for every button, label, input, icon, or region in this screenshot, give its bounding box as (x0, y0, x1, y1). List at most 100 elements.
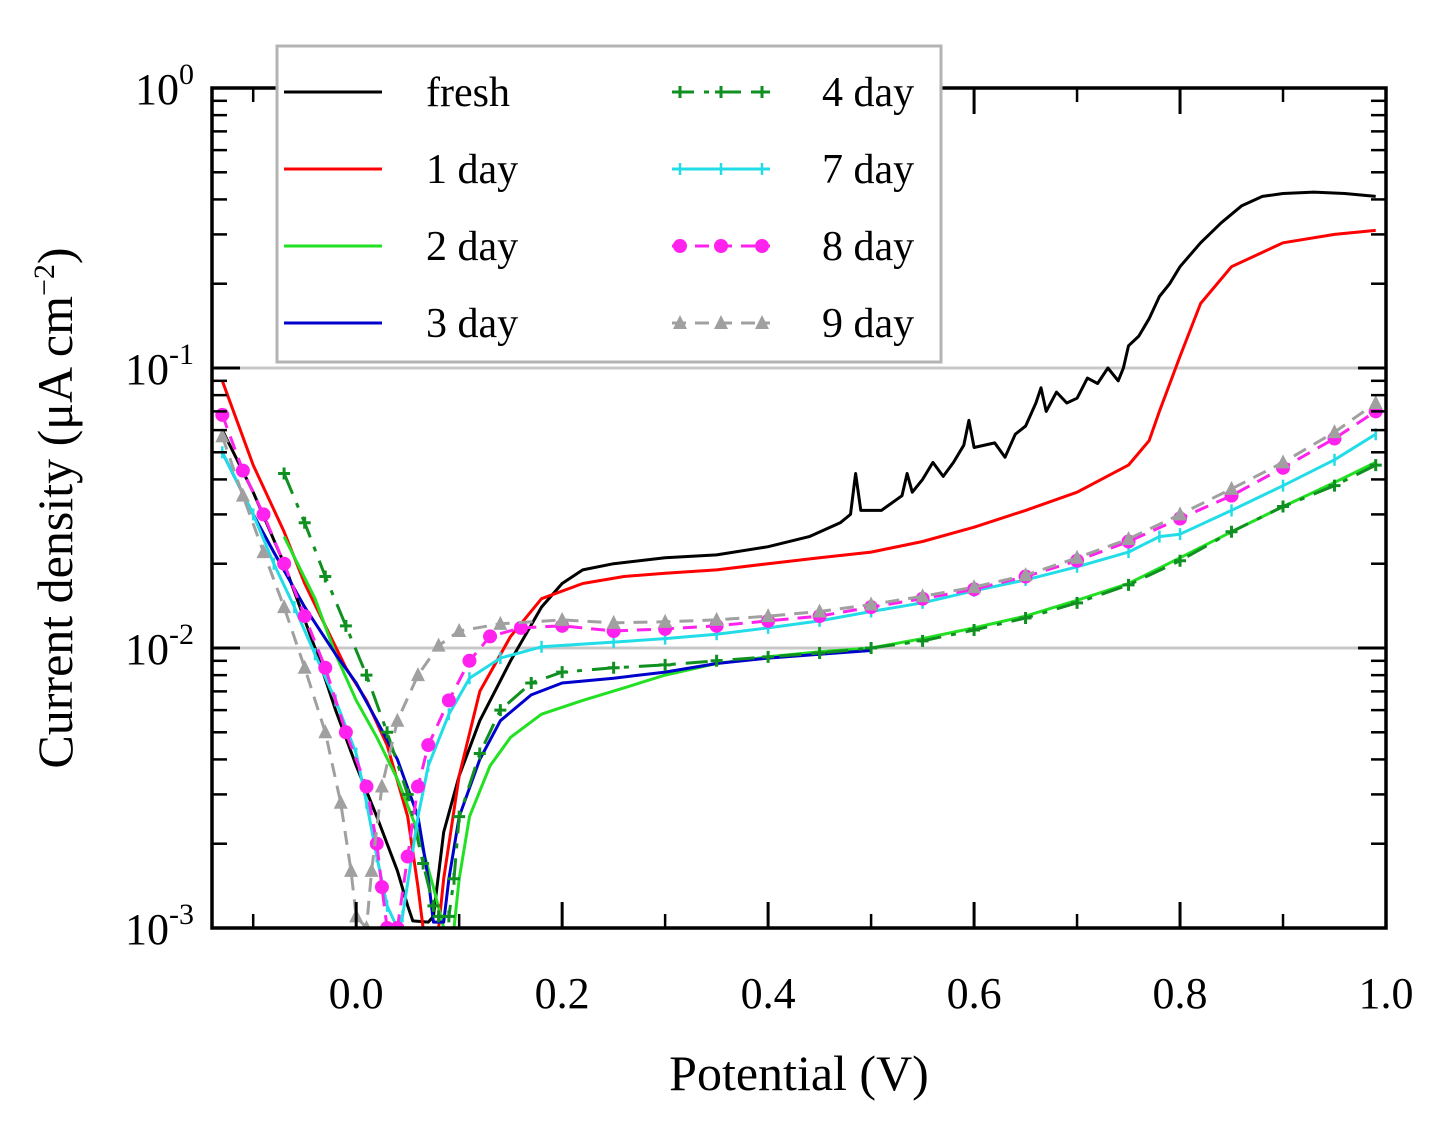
data-point (1368, 394, 1383, 409)
data-point (318, 660, 333, 675)
series-3-day (220, 451, 872, 924)
data-point (235, 463, 250, 478)
y-tick-label: 10-3 (125, 898, 194, 954)
data-point (755, 239, 769, 253)
data-point (410, 779, 425, 794)
data-point (339, 619, 352, 632)
x-tick-label: 0.6 (947, 969, 1002, 1018)
x-tick-label: 0.2 (535, 969, 590, 1018)
data-point (431, 637, 446, 652)
data-point (674, 86, 686, 98)
data-point (319, 570, 332, 583)
data-point (215, 407, 230, 422)
data-point (493, 615, 508, 630)
legend-label: 7 day (822, 147, 914, 193)
data-point (714, 239, 728, 253)
data-point (410, 667, 425, 682)
data-point (338, 725, 353, 740)
data-point (362, 920, 371, 928)
y-axis-title: Current density (μA cm−2) (27, 247, 83, 768)
data-point (555, 611, 570, 626)
legend-item-9-day: 9 day (672, 301, 914, 347)
data-point (1121, 531, 1136, 546)
data-point (417, 857, 430, 870)
y-tick-base: 10 (135, 65, 179, 114)
y-tick-exp: -2 (169, 618, 194, 651)
data-point (215, 428, 230, 443)
data-point (462, 653, 477, 668)
legend-label: fresh (426, 70, 510, 116)
data-point (333, 794, 348, 809)
data-point (297, 609, 312, 624)
data-point (916, 634, 929, 647)
series-line-3-day (220, 451, 872, 924)
data-point (277, 556, 292, 571)
legend-item-7-day: 7 day (672, 147, 914, 193)
data-point (1277, 500, 1290, 513)
data-point (762, 650, 775, 663)
data-point (441, 693, 456, 708)
data-point (755, 315, 769, 329)
data-point (1070, 549, 1085, 564)
x-tick-label: 0.0 (329, 969, 384, 1018)
data-point (606, 614, 621, 629)
data-point (1276, 454, 1291, 469)
data-point (658, 613, 673, 628)
data-point (864, 596, 879, 611)
data-point (673, 315, 687, 329)
data-point (556, 666, 569, 679)
data-point (427, 899, 440, 912)
data-point (1019, 611, 1032, 624)
series-4-day (278, 459, 1382, 923)
grid (212, 366, 1386, 650)
data-point (452, 623, 467, 638)
legend-item-8-day: 8 day (672, 224, 914, 270)
data-point (915, 588, 930, 603)
y-tick-base: 10 (125, 905, 169, 954)
data-point (390, 712, 405, 727)
data-point (483, 629, 498, 644)
data-point (1369, 459, 1382, 472)
data-point (344, 862, 359, 877)
data-point (374, 778, 389, 793)
data-point (381, 726, 394, 739)
data-point (494, 704, 507, 717)
data-point (968, 623, 981, 636)
data-point (421, 738, 436, 753)
x-axis-title: Potential (V) (669, 1045, 929, 1101)
legend-item-4-day: 4 day (672, 70, 914, 116)
legend: fresh 1 day 2 day 3 day 4 day 7 day 8 day 9 day (275, 44, 943, 364)
data-point (369, 836, 384, 851)
legend-item-2-day: 2 day (284, 224, 518, 270)
data-point (473, 747, 486, 760)
data-point (432, 910, 445, 923)
series-fresh (220, 190, 1376, 924)
data-point (1018, 567, 1033, 582)
data-point (1327, 424, 1342, 439)
y-axis-title-main: Current density (μA cm (27, 296, 83, 769)
data-point (374, 880, 389, 895)
data-point (513, 620, 528, 635)
data-point (812, 603, 827, 618)
series-line-8-day (220, 410, 1377, 928)
y-tick-exp: -1 (169, 338, 194, 371)
legend-label: 1 day (426, 147, 518, 193)
data-point (360, 669, 373, 682)
data-point (659, 658, 672, 671)
data-point (256, 544, 271, 559)
data-point (525, 676, 538, 689)
data-point (448, 872, 461, 885)
data-point (364, 862, 379, 877)
data-point (298, 516, 311, 529)
y-tick-exp: 0 (179, 58, 194, 91)
legend-label: 9 day (822, 301, 914, 347)
data-point (318, 724, 333, 739)
y-tick-label: 100 (135, 58, 194, 114)
legend-label: 4 day (822, 70, 914, 116)
data-point (297, 659, 312, 674)
data-point (277, 599, 292, 614)
data-point (1224, 480, 1239, 495)
legend-label: 3 day (426, 301, 518, 347)
series-line-9-day (220, 401, 1377, 928)
